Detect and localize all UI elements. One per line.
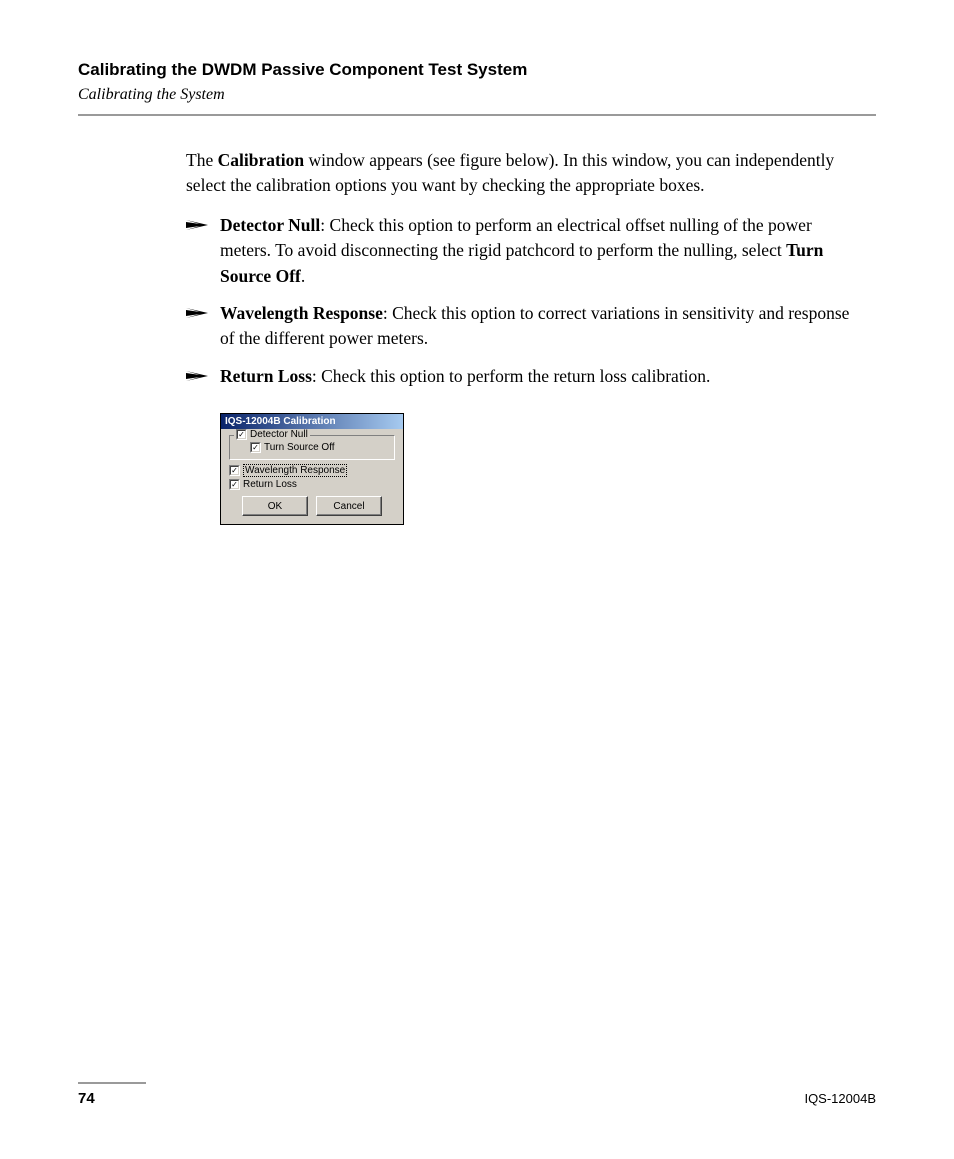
- page-number: 74: [78, 1090, 95, 1107]
- calibration-dialog: IQS-12004B Calibration ✓ Detector Null ✓…: [220, 413, 404, 525]
- turn-source-off-checkbox[interactable]: ✓: [250, 442, 261, 453]
- footer-row: 74 IQS-12004B: [78, 1090, 876, 1107]
- detector-null-label: Detector Null: [250, 429, 308, 440]
- bullet-term: Wavelength Response: [220, 303, 383, 323]
- bullet-arrow-icon: [186, 369, 208, 383]
- section-subtitle: Calibrating the System: [78, 86, 876, 104]
- footer-divider: [78, 1082, 146, 1084]
- turn-source-off-label: Turn Source Off: [264, 442, 335, 453]
- wavelength-response-row: ✓ Wavelength Response: [229, 464, 395, 477]
- bullet-term: Return Loss: [220, 366, 312, 386]
- detector-null-fieldset: ✓ Detector Null ✓ Turn Source Off: [229, 435, 395, 460]
- checkmark-icon: ✓: [237, 430, 246, 439]
- bullet-text2: .: [301, 266, 305, 286]
- footer-product-label: IQS-12004B: [804, 1091, 876, 1106]
- dialog-button-row: OK Cancel: [229, 496, 395, 516]
- header-divider: [78, 114, 876, 116]
- page-footer: 74 IQS-12004B: [78, 1082, 876, 1107]
- dialog-titlebar: IQS-12004B Calibration: [221, 414, 403, 429]
- body-content: The Calibration window appears (see figu…: [186, 148, 866, 389]
- return-loss-checkbox[interactable]: ✓: [229, 479, 240, 490]
- return-loss-row: ✓ Return Loss: [229, 479, 395, 490]
- list-item: Return Loss: Check this option to perfor…: [186, 364, 866, 389]
- detector-null-checkbox[interactable]: ✓: [236, 429, 247, 440]
- wavelength-response-label: Wavelength Response: [243, 464, 347, 477]
- intro-prefix: The: [186, 150, 218, 170]
- ok-button[interactable]: OK: [242, 496, 308, 516]
- bullet-arrow-icon: [186, 218, 208, 232]
- checkmark-icon: ✓: [230, 466, 239, 475]
- document-page: Calibrating the DWDM Passive Component T…: [0, 0, 954, 1159]
- return-loss-label: Return Loss: [243, 479, 297, 490]
- options-list: Detector Null : Check this option to perf…: [186, 213, 866, 389]
- bullet-arrow-icon: [186, 306, 208, 320]
- dialog-body: ✓ Detector Null ✓ Turn Source Off ✓ Wave…: [221, 429, 403, 524]
- wavelength-response-checkbox[interactable]: ✓: [229, 465, 240, 476]
- turn-source-off-row: ✓ Turn Source Off: [236, 442, 388, 453]
- checkmark-icon: ✓: [230, 480, 239, 489]
- intro-bold: Calibration: [218, 150, 305, 170]
- cancel-button[interactable]: Cancel: [316, 496, 382, 516]
- list-item: Wavelength Response: Check this option t…: [186, 301, 866, 352]
- chapter-title: Calibrating the DWDM Passive Component T…: [78, 60, 876, 80]
- list-item: Detector Null: Check this option to perf…: [186, 213, 866, 289]
- bullet-term: Detector Null: [220, 215, 320, 235]
- detector-null-legend: ✓ Detector Null: [234, 429, 310, 440]
- checkmark-icon: ✓: [251, 443, 260, 452]
- intro-paragraph: The Calibration window appears (see figu…: [186, 148, 866, 199]
- bullet-text: : Check this option to perform the retur…: [312, 366, 711, 386]
